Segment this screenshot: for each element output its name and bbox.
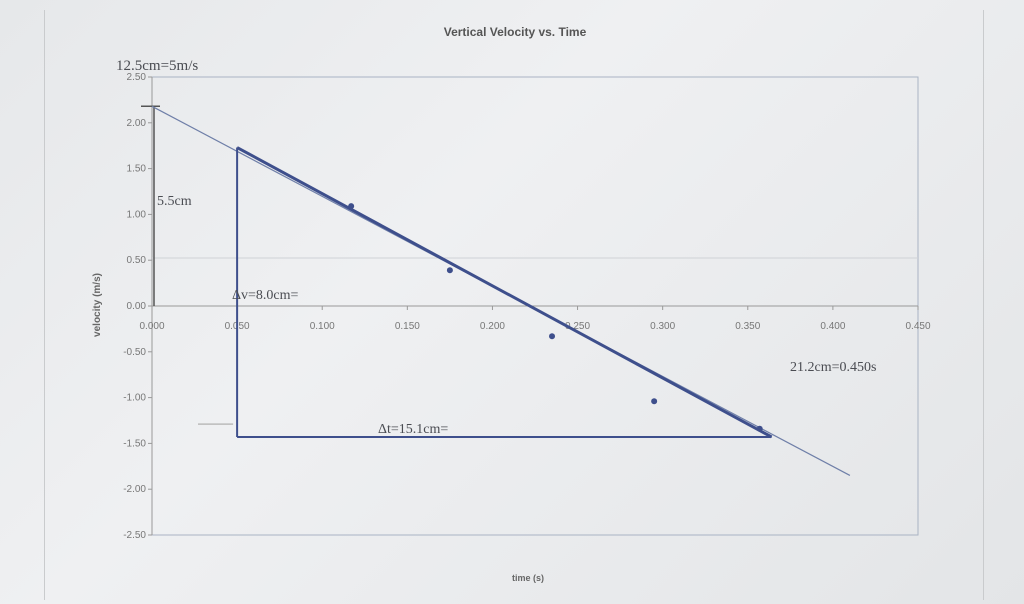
y-tick-label: 2.50 bbox=[127, 72, 147, 83]
data-point bbox=[756, 425, 763, 432]
y-axis-label: velocity (m/s) bbox=[92, 273, 103, 337]
x-tick-label: 0.400 bbox=[820, 321, 845, 332]
data-point bbox=[446, 267, 453, 274]
x-tick-label: 0.250 bbox=[565, 321, 590, 332]
x-tick-label: 0.100 bbox=[310, 321, 335, 332]
y-tick-label: -2.50 bbox=[123, 530, 146, 541]
y-tick-label: -1.50 bbox=[123, 438, 146, 449]
data-point bbox=[651, 398, 658, 405]
x-tick-label: 0.150 bbox=[395, 321, 420, 332]
page-border bbox=[44, 10, 984, 600]
annotation-time-scale: 21.2cm=0.450s bbox=[790, 360, 876, 375]
y-tick-label: -0.50 bbox=[123, 347, 146, 358]
y-tick-label: 1.00 bbox=[127, 209, 147, 220]
annotation-dv: Δv=8.0cm= bbox=[232, 288, 299, 303]
data-point bbox=[348, 203, 355, 210]
y-tick-label: -1.00 bbox=[123, 393, 146, 404]
x-axis-label: time (s) bbox=[512, 573, 544, 583]
y-ticks: 2.50 2.00 1.50 1.00 0.50 0.00 -0.50 -1.00 -1.50 -… bbox=[123, 72, 152, 541]
hand-drawn-lines bbox=[141, 105, 160, 306]
chart-title: Vertical Velocity vs. Time bbox=[444, 25, 587, 39]
triangle-hypotenuse bbox=[236, 146, 773, 439]
x-tick-label: 0.200 bbox=[480, 321, 505, 332]
annotation-dv-height: 5.5cm bbox=[157, 194, 192, 209]
data-point bbox=[549, 333, 556, 340]
annotation-scale: 12.5cm=5m/s bbox=[116, 58, 198, 74]
annotation-dt: Δt=15.1cm= bbox=[378, 422, 448, 437]
slope-triangle bbox=[198, 146, 773, 439]
x-tick-label: 0.350 bbox=[735, 321, 760, 332]
y-tick-label: 0.00 bbox=[127, 301, 147, 312]
y-tick-label: 1.50 bbox=[127, 164, 147, 175]
y-tick-label: -2.00 bbox=[123, 484, 146, 495]
x-tick-label: 0.450 bbox=[905, 321, 930, 332]
x-tick-label: 0.300 bbox=[650, 321, 675, 332]
y-tick-label: 0.50 bbox=[127, 255, 147, 266]
data-points bbox=[348, 203, 763, 432]
x-tick-label: 0.000 bbox=[139, 321, 164, 332]
y-tick-label: 2.00 bbox=[127, 118, 147, 129]
